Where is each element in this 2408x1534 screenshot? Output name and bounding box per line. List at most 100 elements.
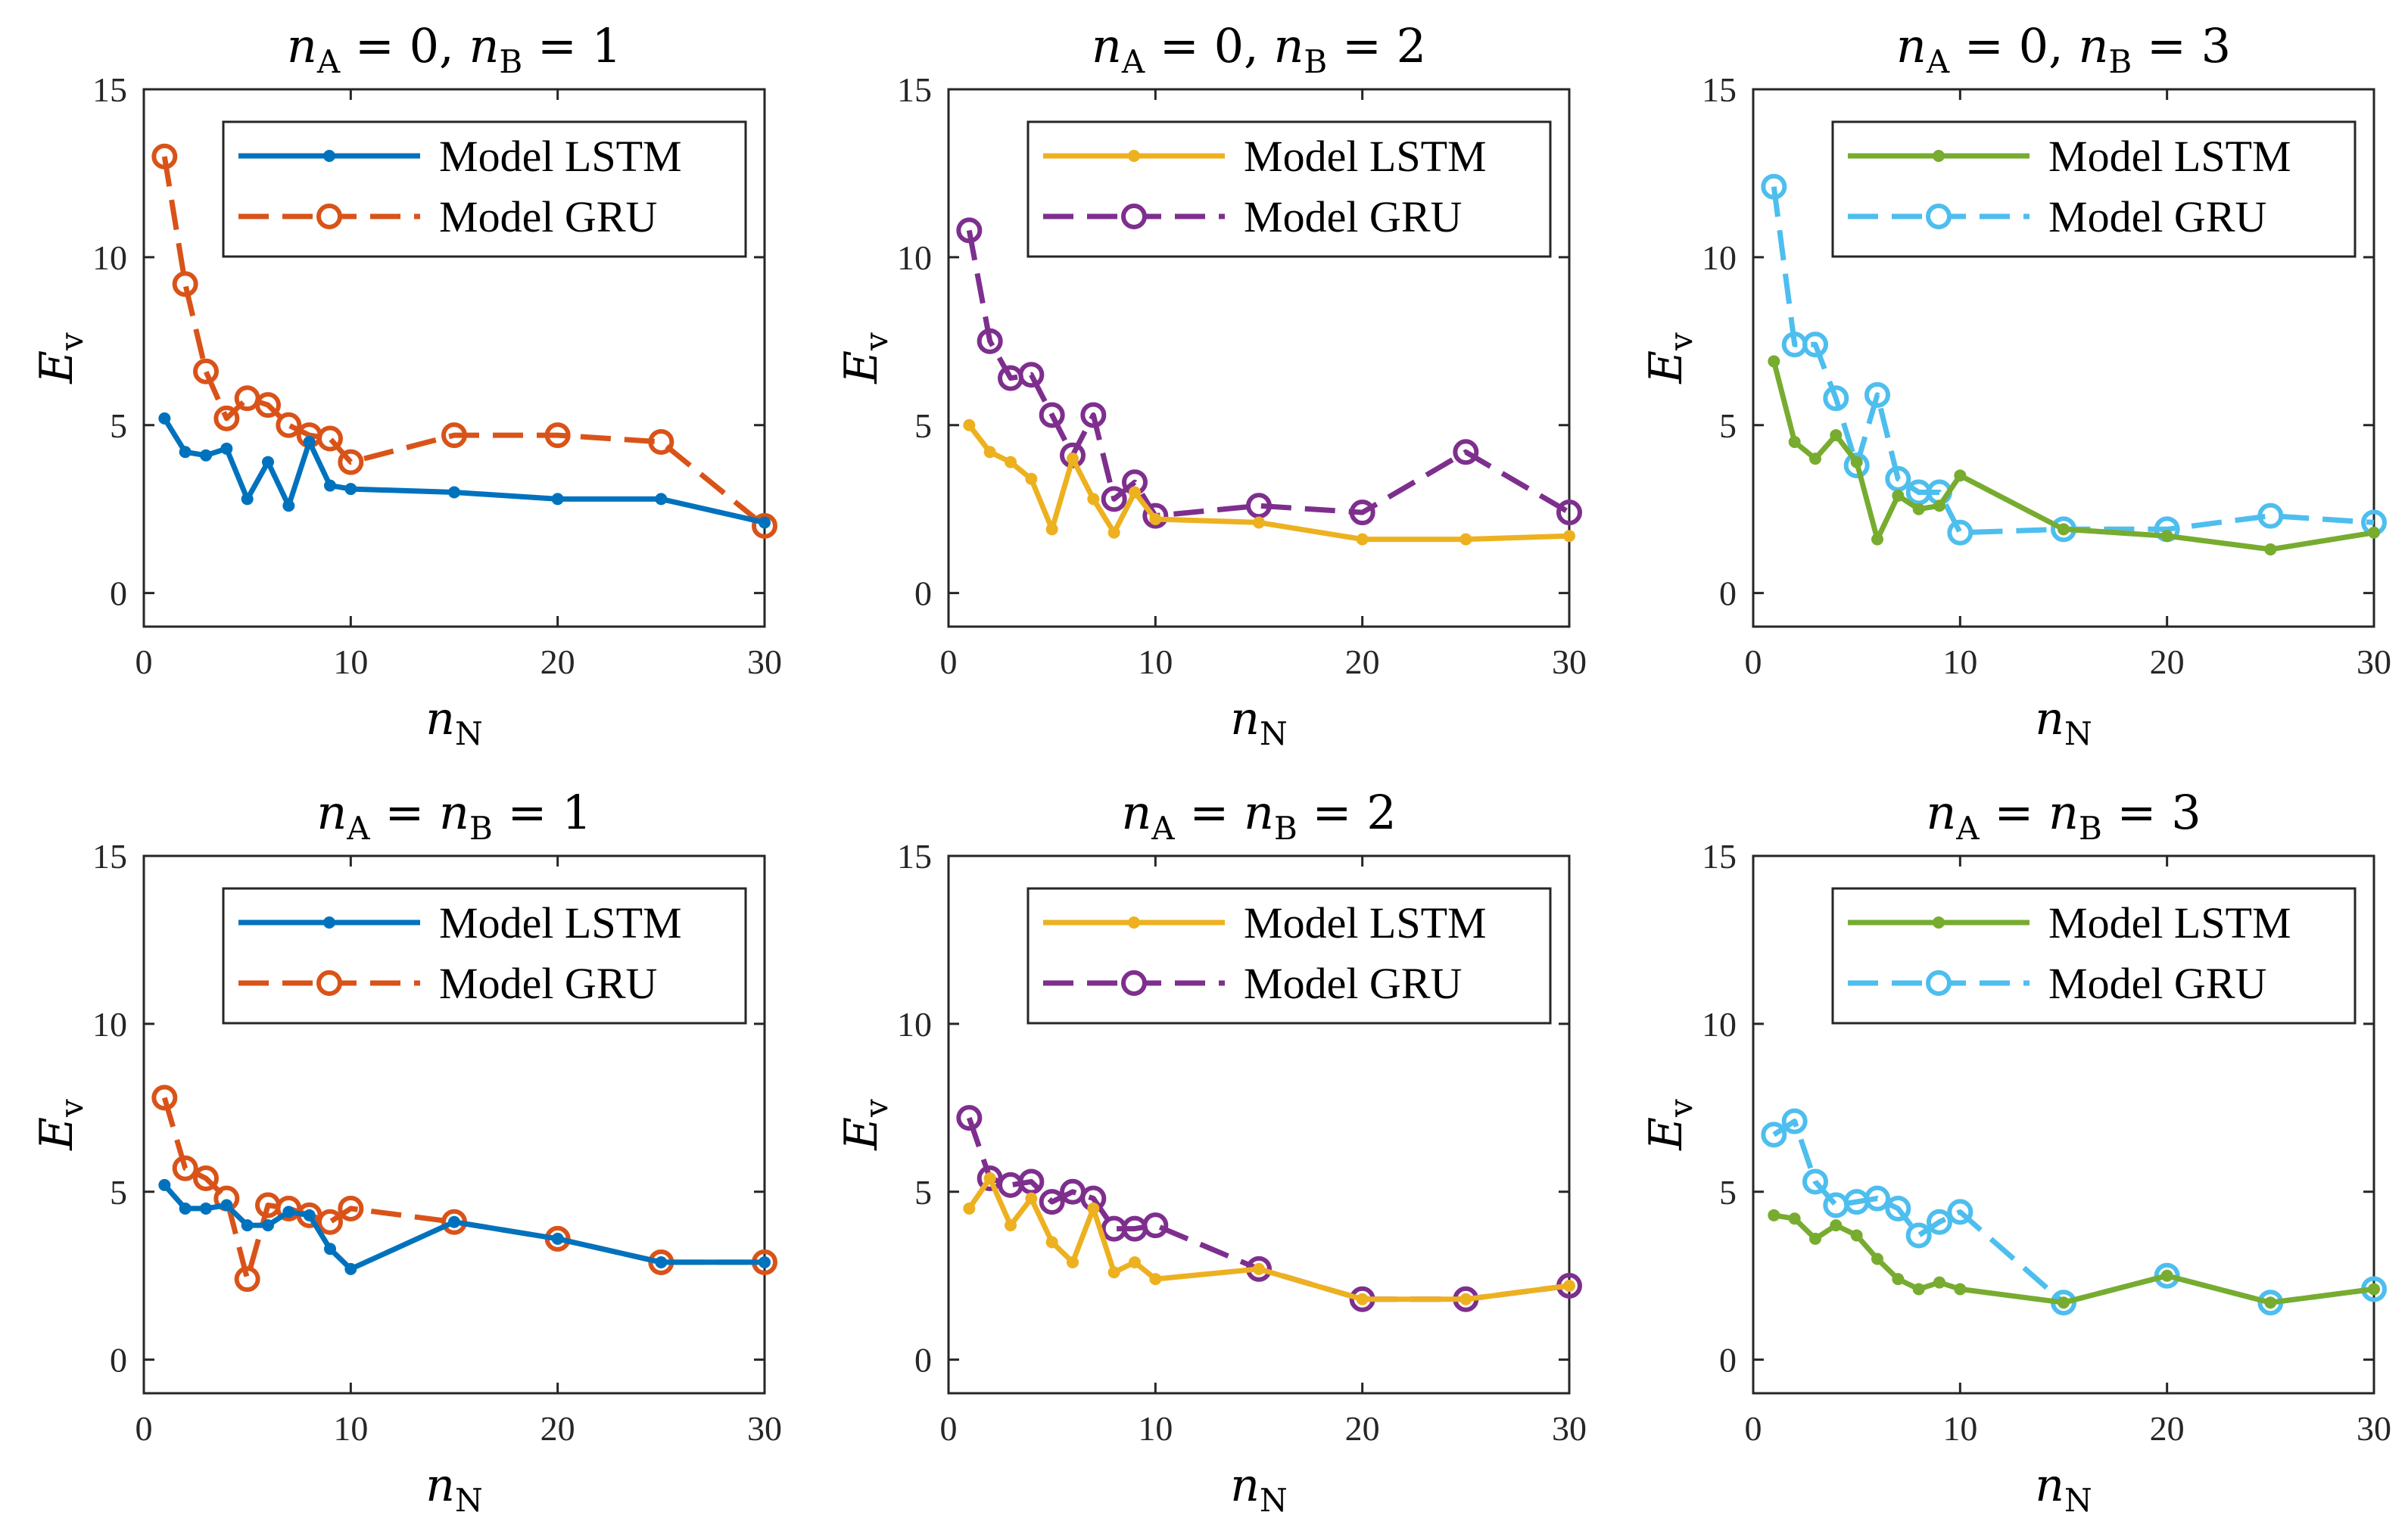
- legend-label: Model GRU: [2048, 959, 2266, 1008]
- x-tick-label: 30: [1552, 1409, 1587, 1448]
- data-point: [1087, 1202, 1100, 1215]
- data-point: [151, 143, 178, 170]
- legend: Model LSTM Model GRU: [1831, 887, 2357, 1025]
- data-point: [1005, 456, 1017, 468]
- data-point: [1892, 1273, 1905, 1286]
- title-subscript: A: [1121, 43, 1145, 80]
- y-tick-label: 5: [1719, 406, 1737, 445]
- x-tick-label: 0: [1745, 643, 1762, 681]
- data-point: [2058, 1296, 2070, 1309]
- y-tick-label: 10: [1702, 1005, 1737, 1044]
- data-point: [1129, 486, 1141, 499]
- data-point: [282, 499, 295, 512]
- y-tick-label: 0: [914, 574, 932, 613]
- chart-title: nA = nB = 1: [316, 785, 591, 847]
- x-axis-label-subscript: N: [455, 1482, 483, 1519]
- data-point: [551, 493, 564, 506]
- series-lstm: [1768, 355, 2380, 555]
- data-point: [655, 493, 668, 506]
- legend-marker: [1121, 970, 1147, 996]
- data-point: [1912, 1283, 1925, 1296]
- data-point: [1947, 519, 1973, 546]
- title-part: =: [1980, 785, 2048, 840]
- data-point: [213, 405, 240, 431]
- data-point: [977, 328, 1003, 354]
- data-point: [1087, 493, 1100, 506]
- legend: Model LSTM Model GRU: [1026, 887, 1552, 1025]
- data-point: [2154, 1262, 2180, 1289]
- x-tick-label: 10: [333, 1409, 368, 1448]
- title-part: n: [1926, 785, 1956, 840]
- data-point: [262, 1219, 274, 1232]
- data-point: [1556, 499, 1582, 526]
- series-lstm: [1768, 1209, 2380, 1309]
- data-point: [220, 1199, 233, 1212]
- title-part: n: [1121, 785, 1151, 840]
- data-point: [1563, 1280, 1575, 1292]
- chart-title: nA = nB = 3: [1926, 785, 2201, 847]
- title-subscript: A: [1926, 43, 1950, 80]
- x-axis-label-main: n: [1230, 1459, 1260, 1512]
- x-axis-label: nN: [425, 1459, 482, 1519]
- data-point: [151, 1084, 178, 1111]
- data-point: [158, 1178, 171, 1191]
- data-point: [983, 446, 996, 459]
- data-point: [752, 512, 777, 539]
- title-subscript: A: [1151, 810, 1175, 847]
- chart-title: nA = nB = 2: [1121, 785, 1396, 847]
- legend-label: Model LSTM: [1244, 898, 1487, 947]
- title-part: = 3: [2102, 785, 2201, 840]
- series-lstm: [963, 419, 1575, 546]
- legend-box: [222, 120, 747, 258]
- x-tick-label: 10: [1138, 643, 1173, 681]
- data-point: [1933, 499, 1945, 512]
- data-point: [1349, 499, 1375, 526]
- y-tick-label: 5: [1719, 1173, 1737, 1212]
- title-part: n: [2078, 18, 2108, 73]
- legend-marker: [323, 150, 335, 162]
- data-point: [2368, 1283, 2380, 1296]
- title-subscript: B: [499, 43, 522, 80]
- legend-box: [1026, 120, 1552, 258]
- legend-marker: [1933, 150, 1945, 162]
- data-point: [172, 1155, 198, 1181]
- data-point: [200, 449, 212, 462]
- title-part: = 2: [1327, 18, 1426, 73]
- data-point: [2368, 526, 2380, 539]
- legend-marker: [1121, 204, 1147, 229]
- x-tick-label: 20: [540, 643, 575, 681]
- data-point: [1129, 1256, 1141, 1268]
- title-subscript: B: [1304, 43, 1327, 80]
- data-point: [276, 412, 302, 438]
- y-axis-label-subscript: v: [53, 1099, 90, 1118]
- legend: Model LSTM Model GRU: [222, 120, 747, 258]
- data-point: [963, 419, 976, 431]
- series-line: [966, 229, 1571, 519]
- legend-marker: [323, 916, 335, 929]
- y-axis-label-main: E: [1640, 1117, 1693, 1151]
- data-point: [1768, 355, 1780, 368]
- x-tick-label: 0: [1745, 1409, 1762, 1448]
- x-tick-label: 10: [1942, 1409, 1977, 1448]
- data-point: [1149, 1273, 1162, 1286]
- legend-label: Model GRU: [1244, 959, 1462, 1008]
- data-point: [1045, 523, 1058, 536]
- y-axis-label-subscript: v: [858, 1099, 895, 1118]
- data-point: [1885, 1195, 1911, 1221]
- series-gru: [956, 217, 1582, 529]
- x-tick-label: 10: [1138, 1409, 1173, 1448]
- y-axis-label: Ev: [30, 332, 90, 384]
- y-tick-label: 5: [110, 1173, 127, 1212]
- x-tick-label: 10: [333, 643, 368, 681]
- data-point: [234, 1266, 260, 1293]
- legend-label: Model GRU: [1244, 192, 1462, 241]
- title-part: n: [287, 18, 317, 73]
- data-point: [448, 1215, 460, 1228]
- data-point: [1080, 402, 1107, 428]
- data-point: [338, 1195, 364, 1221]
- data-point: [1912, 503, 1925, 515]
- legend-marker: [316, 970, 342, 996]
